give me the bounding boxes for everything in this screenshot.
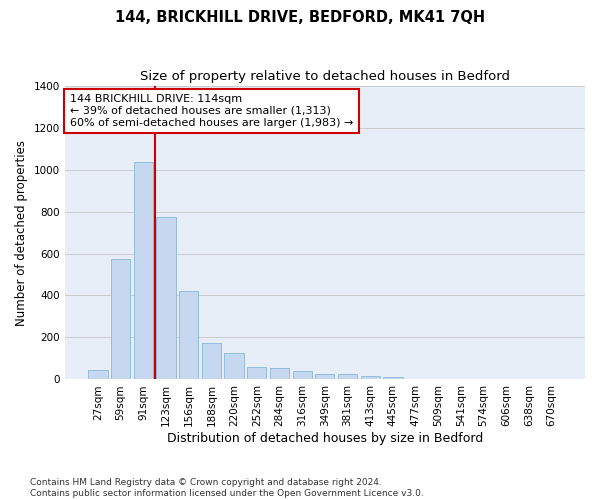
Bar — [338, 374, 357, 380]
Y-axis label: Number of detached properties: Number of detached properties — [15, 140, 28, 326]
Bar — [179, 292, 199, 380]
Bar — [157, 217, 176, 380]
Bar — [293, 370, 312, 380]
Bar — [315, 374, 334, 380]
Bar — [247, 368, 266, 380]
Bar — [134, 162, 153, 380]
Bar — [224, 353, 244, 380]
Text: 144 BRICKHILL DRIVE: 114sqm
← 39% of detached houses are smaller (1,313)
60% of : 144 BRICKHILL DRIVE: 114sqm ← 39% of det… — [70, 94, 353, 128]
Bar — [202, 342, 221, 380]
Title: Size of property relative to detached houses in Bedford: Size of property relative to detached ho… — [140, 70, 510, 83]
Bar — [270, 368, 289, 380]
Bar — [111, 258, 130, 380]
X-axis label: Distribution of detached houses by size in Bedford: Distribution of detached houses by size … — [167, 432, 483, 445]
Bar — [88, 370, 107, 380]
Text: 144, BRICKHILL DRIVE, BEDFORD, MK41 7QH: 144, BRICKHILL DRIVE, BEDFORD, MK41 7QH — [115, 10, 485, 25]
Bar — [361, 376, 380, 380]
Text: Contains HM Land Registry data © Crown copyright and database right 2024.
Contai: Contains HM Land Registry data © Crown c… — [30, 478, 424, 498]
Bar — [383, 378, 403, 380]
